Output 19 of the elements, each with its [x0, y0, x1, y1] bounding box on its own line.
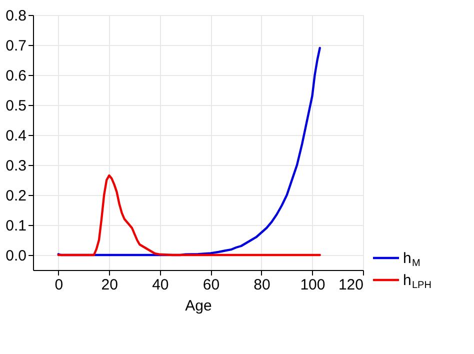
y-tick-label: 0.8 [6, 8, 26, 24]
y-tick-label: 0.7 [6, 38, 26, 54]
x-tick-label: 60 [202, 276, 220, 294]
y-tick-label: 0.1 [6, 218, 26, 234]
y-tick-label: 0.2 [6, 188, 26, 204]
y-tick-label: 0.5 [6, 98, 26, 114]
line-series [57, 174, 321, 256]
x-axis-title: Age [185, 298, 212, 314]
y-tick-label: 0.4 [6, 128, 26, 144]
x-tick-label: 120 [338, 276, 364, 294]
x-tick-label: 20 [101, 276, 118, 294]
x-tick-label: 80 [254, 276, 270, 294]
y-tick-label: 0.0 [6, 248, 26, 264]
y-tick-label: 0.6 [6, 68, 26, 84]
y-tick-label: 0.3 [6, 158, 26, 174]
line-series [57, 46, 321, 256]
x-tick-label: 100 [300, 276, 326, 294]
x-tick-label: 0 [54, 276, 64, 294]
x-tick-label: 40 [152, 276, 169, 294]
